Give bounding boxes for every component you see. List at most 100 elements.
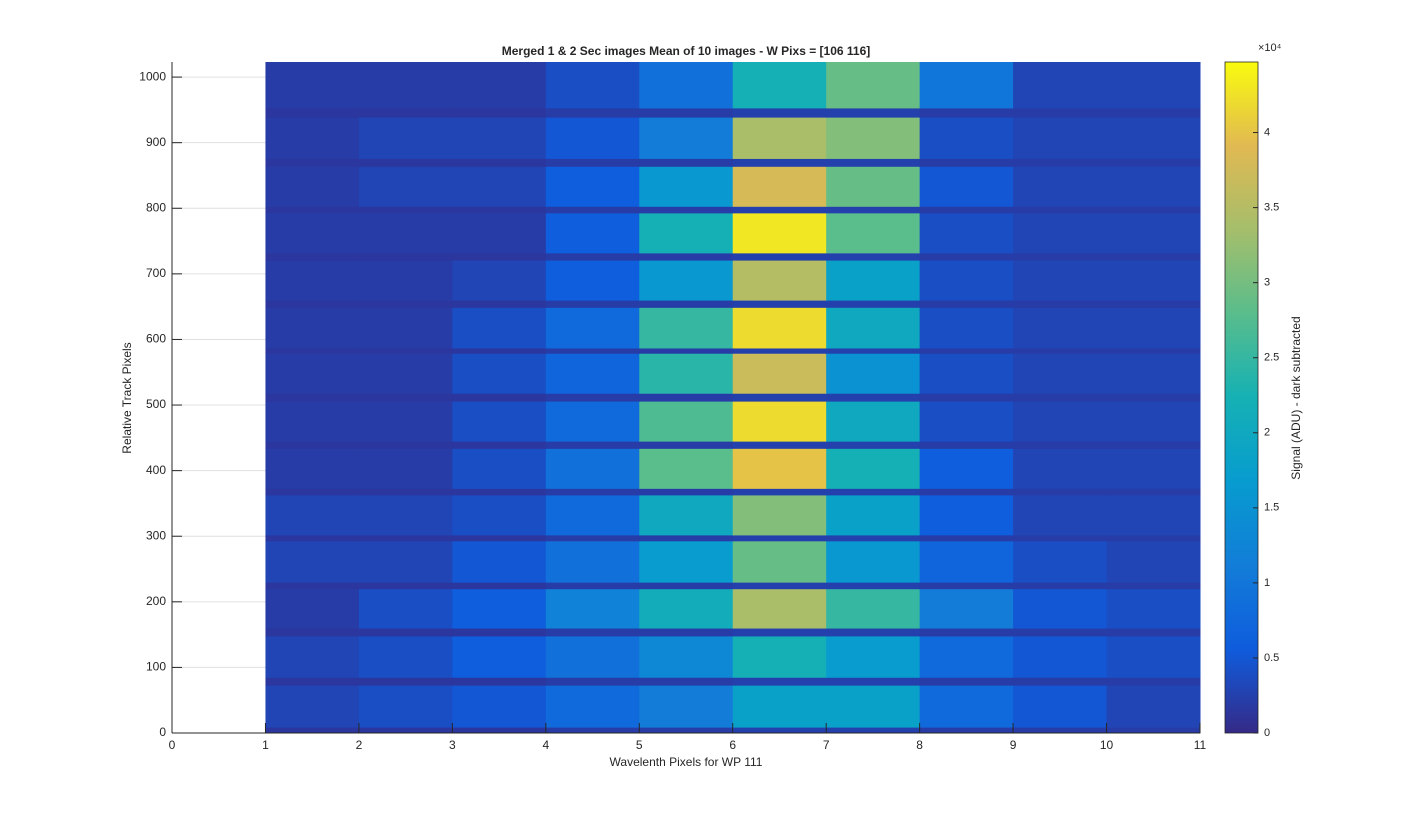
heatmap-cell (826, 727, 921, 734)
heatmap-cell (265, 488, 360, 496)
heatmap-cell (732, 260, 827, 301)
heatmap-cell (265, 117, 360, 159)
heatmap-cell (1013, 534, 1108, 542)
heatmap-cell (452, 252, 547, 261)
heatmap-cell (826, 212, 921, 254)
heatmap-cell (1013, 353, 1108, 394)
heatmap-cell (826, 300, 921, 308)
heatmap-cell (358, 401, 453, 442)
heatmap-cell (919, 393, 1014, 402)
heatmap-cell (452, 582, 547, 590)
heatmap-cell (639, 635, 734, 678)
heatmap-cell (732, 727, 827, 734)
heatmap-cell (1106, 628, 1201, 637)
heatmap-cell (1106, 353, 1201, 394)
heatmap-cell (919, 117, 1014, 159)
heatmap-cell (452, 727, 547, 734)
heatmap-cell (732, 448, 827, 489)
heatmap-cell (826, 62, 921, 109)
heatmap-cell (358, 588, 453, 629)
heatmap-cell (826, 393, 921, 402)
heatmap-cell (826, 448, 921, 489)
heatmap-cell (1106, 635, 1201, 678)
heatmap-cell (919, 582, 1014, 590)
heatmap-cell (919, 441, 1014, 449)
heatmap-cell (358, 300, 453, 308)
heatmap-cell (639, 252, 734, 261)
heatmap-cell (732, 353, 827, 394)
heatmap-cell (1013, 107, 1108, 118)
colorbar-tick-label: 1 (1264, 577, 1270, 589)
heatmap-cell (545, 441, 640, 449)
heatmap-cell (826, 347, 921, 354)
heatmap-cell (639, 107, 734, 118)
heatmap-cell (1106, 117, 1201, 159)
heatmap-cell (826, 677, 921, 686)
heatmap-cell (265, 635, 360, 678)
heatmap-cell (545, 347, 640, 354)
heatmap-cell (1106, 488, 1201, 496)
heatmap-cell (358, 158, 453, 167)
y-tick-label: 800 (146, 200, 166, 214)
y-tick-label: 700 (146, 266, 166, 280)
y-tick-label: 500 (146, 397, 166, 411)
heatmap-cell (919, 353, 1014, 394)
heatmap-cell (358, 441, 453, 449)
heatmap-cell (919, 727, 1014, 734)
heatmap-cell (639, 448, 734, 489)
heatmap-cell (545, 635, 640, 678)
heatmap-cell (545, 252, 640, 261)
y-tick-label: 200 (146, 594, 166, 608)
heatmap-cell (639, 628, 734, 637)
heatmap-cell (452, 448, 547, 489)
heatmap-cell (919, 588, 1014, 629)
heatmap-cell (1013, 448, 1108, 489)
heatmap-cell (265, 448, 360, 489)
heatmap-cell (452, 685, 547, 728)
heatmap-cell (1106, 540, 1201, 583)
y-tick-label: 300 (146, 528, 166, 542)
heatmap-cell (1106, 441, 1201, 449)
heatmap-cell (919, 347, 1014, 354)
heatmap-cell (358, 62, 453, 109)
heatmap-cell (358, 206, 453, 214)
heatmap-cell (545, 307, 640, 349)
heatmap-cell (265, 540, 360, 583)
heatmap-cell (545, 494, 640, 536)
x-tick-label: 11 (1194, 738, 1207, 752)
heatmap-cell (1013, 488, 1108, 496)
heatmap-cell (265, 727, 360, 734)
heatmap-cell (1013, 588, 1108, 629)
heatmap-cell (639, 540, 734, 583)
heatmap-cell (358, 635, 453, 678)
heatmap-cell (639, 260, 734, 301)
heatmap-cell (826, 441, 921, 449)
heatmap-cell (639, 727, 734, 734)
heatmap-cell (826, 540, 921, 583)
heatmap-cell (639, 166, 734, 207)
heatmap-cell (265, 353, 360, 394)
heatmap-cell (919, 488, 1014, 496)
heatmap-cell (265, 401, 360, 442)
heatmap-cell (358, 166, 453, 207)
y-tick-label: 900 (146, 135, 166, 149)
heatmap-cell (639, 206, 734, 214)
heatmap-cell (732, 212, 827, 254)
heatmap-cell (452, 300, 547, 308)
heatmap-cell (826, 488, 921, 496)
heatmap-cell (919, 260, 1014, 301)
x-tick-label: 10 (1100, 738, 1114, 752)
heatmap-cell (265, 393, 360, 402)
heatmap-cell (452, 212, 547, 254)
heatmap-cell (452, 628, 547, 637)
heatmap-cell (639, 534, 734, 542)
heatmap-cell (1013, 206, 1108, 214)
heatmap-cell (919, 494, 1014, 536)
heatmap-cell (545, 727, 640, 734)
heatmap-cell (452, 158, 547, 167)
heatmap-cell (826, 252, 921, 261)
heatmap-cell (358, 677, 453, 686)
heatmap-cell (265, 300, 360, 308)
heatmap-cell (358, 117, 453, 159)
heatmap-cell (545, 448, 640, 489)
